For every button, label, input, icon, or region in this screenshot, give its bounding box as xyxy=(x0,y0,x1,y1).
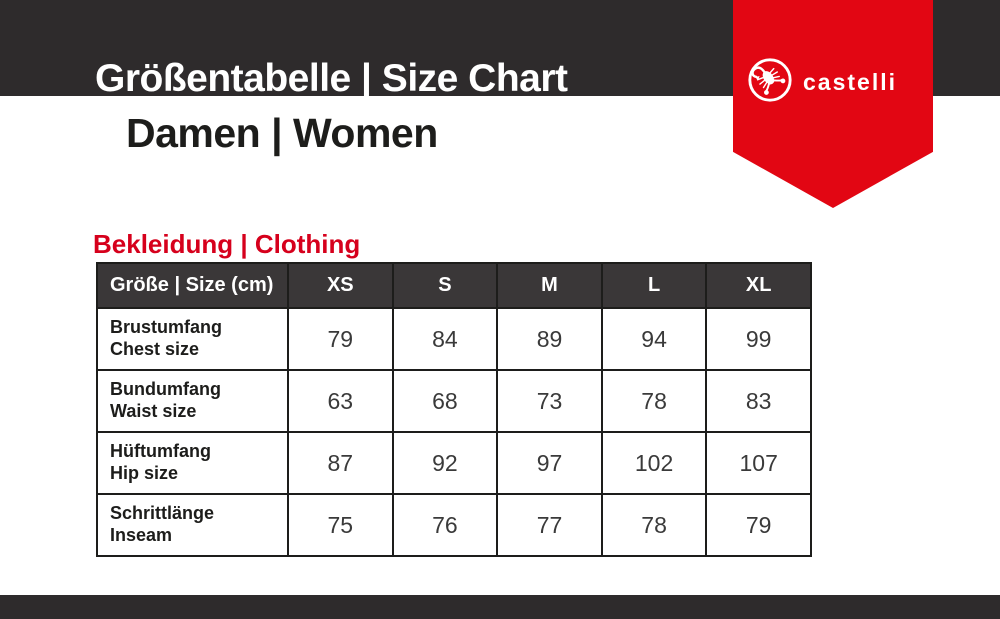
row-label-en: Chest size xyxy=(110,339,200,359)
cell-inseam-xs: 75 xyxy=(287,493,394,557)
cell-hip-l: 102 xyxy=(600,431,708,495)
table-row-waist: Bundumfang Waist size 63 68 73 78 83 xyxy=(96,369,812,433)
table-row-hip: Hüftumfang Hip size 87 92 97 102 107 xyxy=(96,431,812,495)
row-label-de: Bundumfang xyxy=(110,379,221,400)
table-row-chest: Brustumfang Chest size 79 84 89 94 99 xyxy=(96,307,812,371)
cell-chest-xs: 79 xyxy=(287,307,394,371)
column-header-m: M xyxy=(496,262,603,309)
row-label-de: Hüftumfang xyxy=(110,441,211,462)
cell-inseam-xl: 79 xyxy=(705,493,812,557)
section-heading: Bekleidung | Clothing xyxy=(93,229,361,259)
row-label: Brustumfang Chest size xyxy=(96,307,289,371)
size-table: Größe | Size (cm) XS S M L XL Brustumfan… xyxy=(96,262,812,557)
cell-chest-s: 84 xyxy=(391,307,499,371)
cell-waist-xl: 83 xyxy=(705,369,812,433)
cell-inseam-l: 78 xyxy=(600,493,708,557)
cell-waist-m: 73 xyxy=(496,369,603,433)
cell-inseam-s: 76 xyxy=(391,493,499,557)
table-row-inseam: Schrittlänge Inseam 75 76 77 78 79 xyxy=(96,493,812,557)
scorpion-icon xyxy=(746,56,794,109)
row-label: Hüftumfang Hip size xyxy=(96,431,289,495)
page-subtitle: Damen | Women xyxy=(126,110,438,156)
cell-waist-xs: 63 xyxy=(287,369,394,433)
row-label-de: Schrittlänge xyxy=(110,503,215,524)
row-label: Schrittlänge Inseam xyxy=(96,493,289,557)
cell-inseam-m: 77 xyxy=(496,493,603,557)
cell-chest-m: 89 xyxy=(496,307,603,371)
cell-chest-xl: 99 xyxy=(705,307,812,371)
row-label-en: Hip size xyxy=(110,463,179,483)
brand-wordmark: castelli xyxy=(803,69,897,95)
size-table-header-row: Größe | Size (cm) XS S M L XL xyxy=(96,262,812,309)
castelli-logo: castelli xyxy=(746,56,897,109)
cell-hip-xs: 87 xyxy=(287,431,394,495)
cell-hip-s: 92 xyxy=(391,431,499,495)
row-label-de: Brustumfang xyxy=(110,317,222,338)
column-header-size-label: Größe | Size (cm) xyxy=(96,262,289,309)
page-title: Größentabelle | Size Chart xyxy=(95,57,568,100)
cell-hip-xl: 107 xyxy=(705,431,812,495)
bottom-bar xyxy=(0,595,1000,619)
row-label: Bundumfang Waist size xyxy=(96,369,289,433)
cell-hip-m: 97 xyxy=(496,431,603,495)
brand-pennant: castelli xyxy=(733,0,933,208)
row-label-en: Waist size xyxy=(110,401,197,421)
row-label-en: Inseam xyxy=(110,525,173,545)
cell-waist-l: 78 xyxy=(600,369,708,433)
cell-waist-s: 68 xyxy=(391,369,499,433)
column-header-s: S xyxy=(391,262,499,309)
cell-chest-l: 94 xyxy=(600,307,708,371)
column-header-xl: XL xyxy=(705,262,812,309)
column-header-l: L xyxy=(600,262,708,309)
column-header-xs: XS xyxy=(287,262,394,309)
